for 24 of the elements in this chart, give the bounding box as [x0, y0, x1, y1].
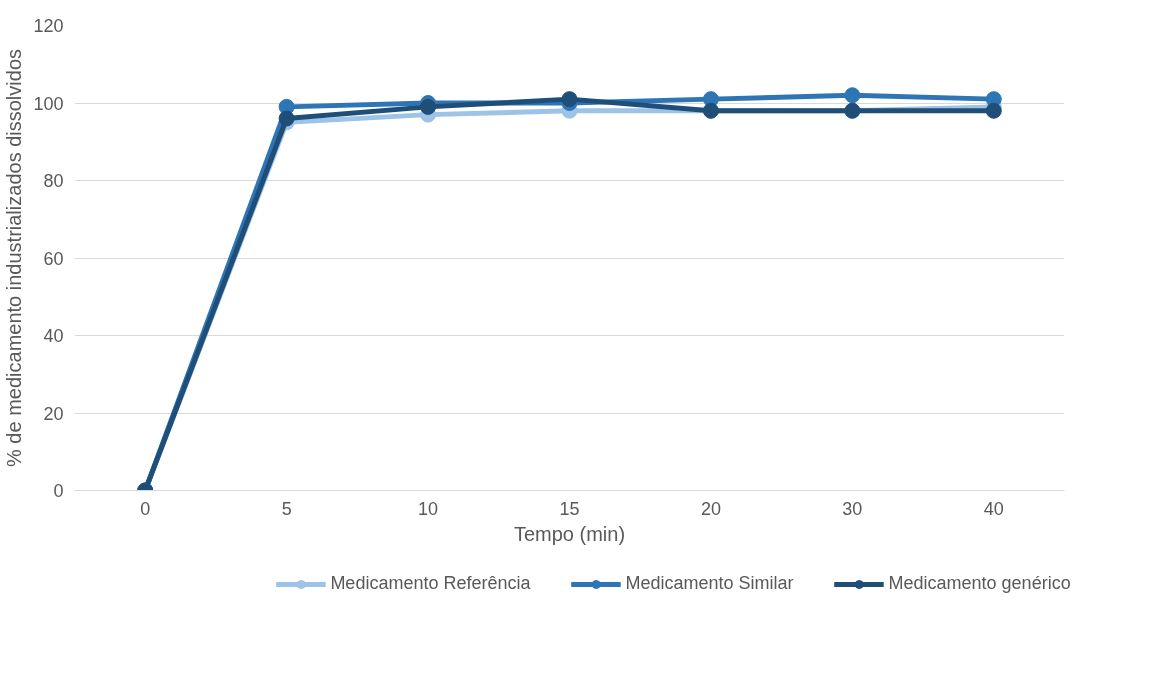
x-tick-label: 40 — [983, 498, 1004, 519]
x-axis-title: Tempo (min) — [513, 522, 626, 545]
y-tick-label: 0 — [53, 481, 64, 501]
x-tick-label: 15 — [559, 498, 580, 519]
legend-label: Medicamento Referência — [330, 573, 531, 594]
y-tick-label: 120 — [33, 16, 64, 36]
x-tick-label: 5 — [281, 498, 292, 519]
x-tick-label: 10 — [418, 498, 439, 519]
point — [420, 98, 437, 115]
legend-label: Medicamento genérico — [888, 573, 1071, 594]
point — [278, 110, 295, 127]
x-tick-label: 30 — [842, 498, 863, 519]
point — [561, 91, 578, 108]
y-tick-label: 100 — [33, 93, 64, 114]
point — [844, 87, 861, 104]
y-tick-label: 40 — [43, 326, 64, 346]
y-tick-label: 80 — [43, 171, 64, 191]
y-tick-label: 20 — [43, 403, 64, 424]
y-axis-title: % de medicamento industrializados dissolvidos — [3, 48, 26, 467]
x-tick-label: 0 — [140, 498, 151, 519]
point — [985, 102, 1002, 119]
y-tick-label: 60 — [43, 248, 64, 269]
x-tick-label: 20 — [700, 498, 721, 519]
legend-label: Medicamento Similar — [625, 573, 794, 594]
